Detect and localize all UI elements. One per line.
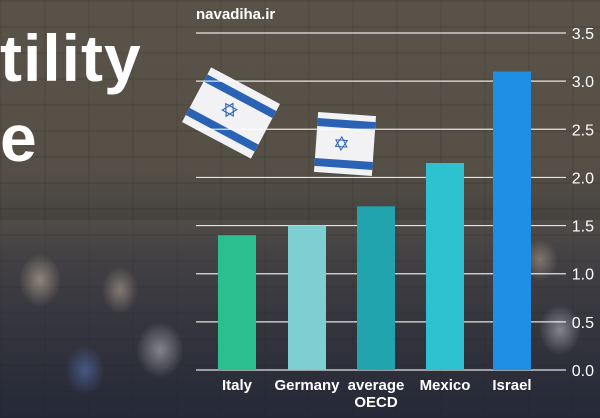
y-tick-label: 0.5	[572, 315, 594, 332]
y-tick-label: 3.5	[572, 26, 594, 43]
watermark: navadiha.ir	[196, 6, 276, 23]
x-tick-label: Italy	[222, 377, 253, 394]
bar	[493, 71, 531, 370]
bar	[426, 162, 464, 370]
y-tick-label: 3.0	[572, 74, 594, 91]
x-tick-label: OECD	[354, 394, 398, 411]
y-axis-ticks: 0.0 0.5 1.0 1.5 2.0 2.5 3.0 3.5	[572, 26, 594, 380]
x-tick-label: Germany	[274, 377, 340, 394]
headline-line-2: e	[0, 101, 38, 175]
headline: tility e	[0, 18, 142, 178]
y-tick-label: 2.0	[572, 170, 594, 187]
y-tick-label: 2.5	[572, 122, 594, 139]
x-tick-label: average	[348, 377, 405, 394]
bars	[218, 71, 531, 370]
bar	[218, 235, 256, 370]
headline-line-1: tility	[0, 21, 142, 95]
bar	[357, 206, 395, 370]
y-tick-label: 1.0	[572, 267, 594, 284]
x-tick-label: Mexico	[420, 377, 471, 394]
y-tick-label: 1.5	[572, 219, 594, 236]
x-tick-label: Israel	[492, 377, 531, 394]
bar	[288, 225, 326, 370]
y-tick-label: 0.0	[572, 363, 594, 380]
